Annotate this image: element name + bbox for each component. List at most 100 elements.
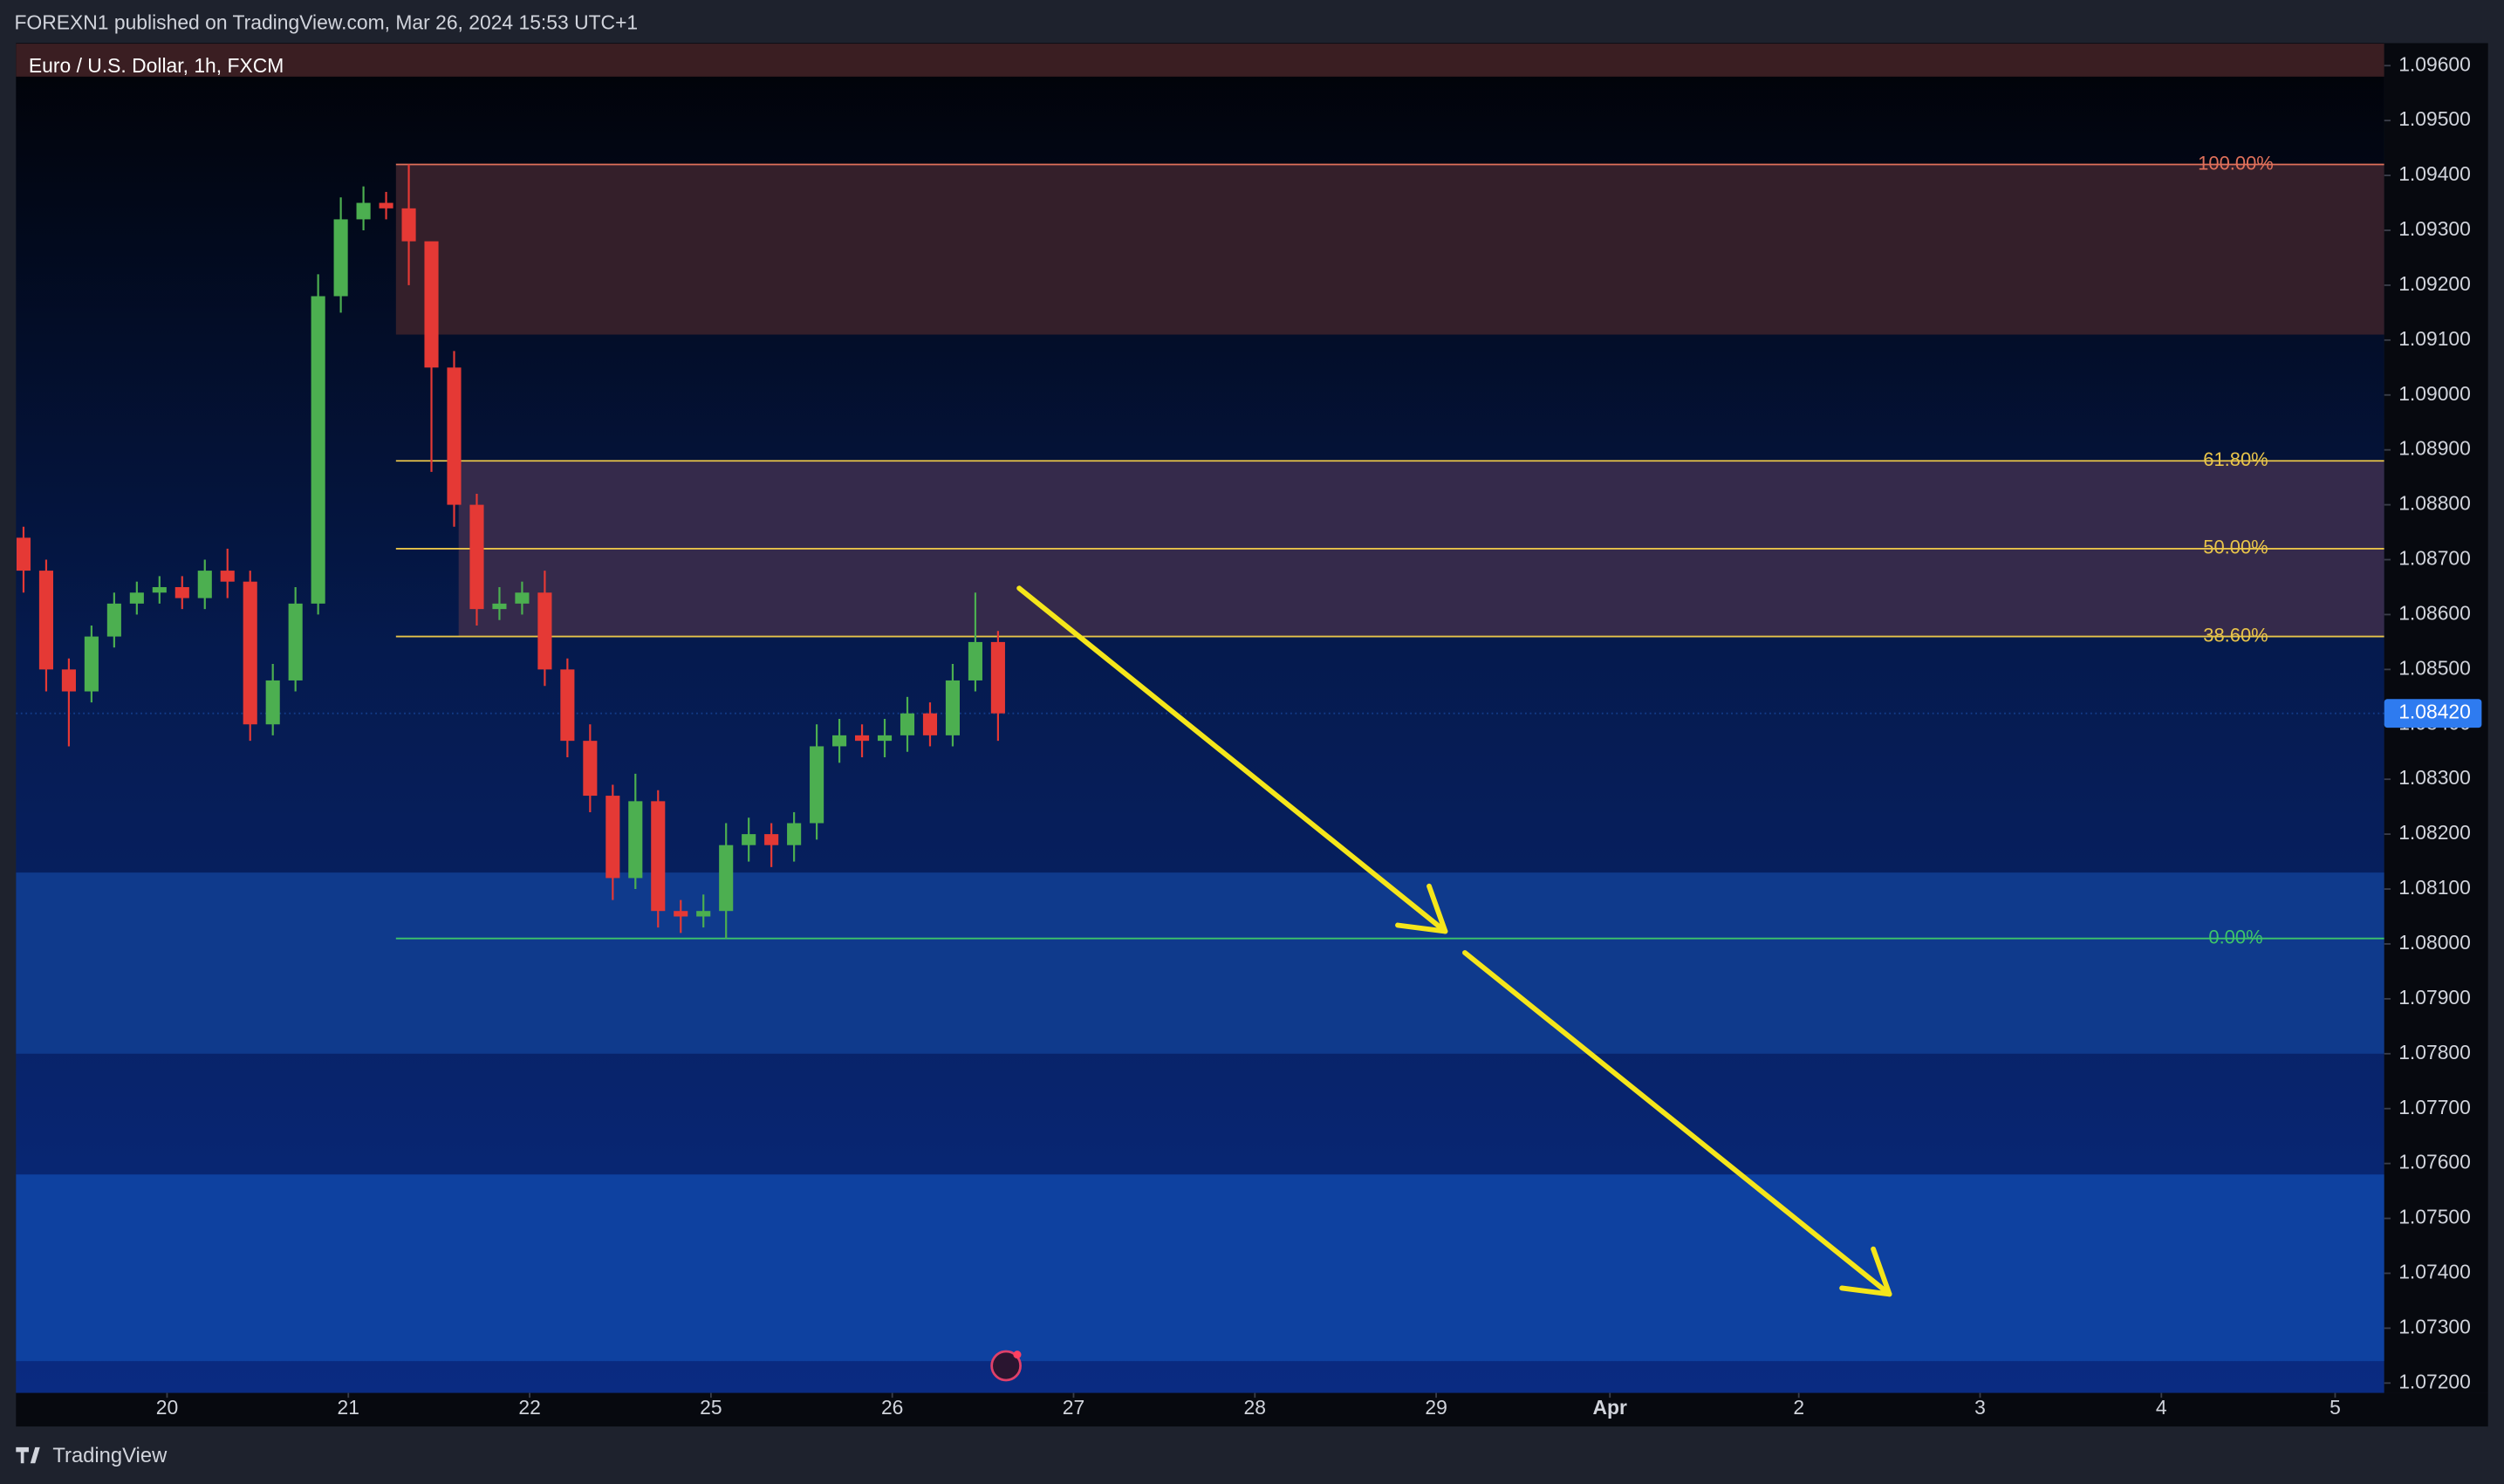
candle-body (379, 202, 393, 209)
footer-logo (16, 1446, 40, 1464)
zone (16, 1174, 2384, 1362)
candle-body (810, 746, 824, 824)
candle-body (674, 911, 688, 917)
y-tick-label: 1.08100 (2398, 876, 2471, 899)
candle-body (719, 845, 734, 912)
chart-title: Euro / U.S. Dollar, 1h, FXCM (29, 54, 284, 77)
fib-label: 38.60% (2203, 624, 2268, 646)
x-tick-label: 22 (518, 1396, 540, 1419)
candle-body (651, 801, 666, 912)
fib-label: 50.00% (2203, 537, 2268, 558)
candle-body (16, 537, 31, 571)
plot: 100.00% 61.80% 50.00% 38.60% 0.00% (16, 44, 2384, 1362)
candle-body (243, 581, 257, 725)
alert-circle (990, 1350, 1022, 1382)
arrow-shaft (1462, 950, 1892, 1297)
candle-body (990, 641, 1005, 714)
y-tick-label: 1.07800 (2398, 1041, 2471, 1063)
y-tick-label: 1.07400 (2398, 1261, 2471, 1283)
x-tick-label: 28 (1244, 1396, 1266, 1419)
candle-body (832, 735, 847, 747)
x-tick-label: 4 (2156, 1396, 2167, 1419)
zone (16, 872, 2384, 1054)
y-tick-label: 1.09400 (2398, 162, 2471, 185)
arrow-shaft (1016, 585, 1448, 934)
candle-body (922, 713, 938, 735)
fib-label: 61.80% (2203, 448, 2268, 470)
candle-body (787, 823, 802, 845)
axes: 1.09600 1.09500 1.09400 1.09300 1.09200 1.091… (156, 52, 2482, 1419)
candle-body (900, 713, 915, 735)
alert-icon (990, 1350, 1022, 1382)
x-tick-label: 5 (2330, 1396, 2341, 1419)
candle-body (61, 669, 76, 692)
y-tick-label: 1.08800 (2398, 492, 2471, 515)
y-tick-label: 1.08500 (2398, 656, 2471, 679)
fib-label: 100.00% (2198, 152, 2274, 174)
header-text: FOREXN1 published on TradingView.com, Ma… (14, 11, 638, 34)
arrow-head (1395, 883, 1448, 934)
fib-label: 0.00% (2208, 926, 2262, 947)
y-tick-label: 1.07300 (2398, 1315, 2471, 1337)
arrow-head (1839, 1246, 1892, 1297)
x-tick-label: 3 (1974, 1396, 1986, 1419)
candle-body (197, 571, 212, 598)
y-tick-label: 1.09100 (2398, 327, 2471, 350)
y-tick-label: 1.09500 (2398, 107, 2471, 130)
candle-body (537, 592, 552, 670)
footer-brand: TradingView (52, 1444, 168, 1467)
logo-mark (16, 1446, 40, 1464)
candle-body (265, 680, 280, 725)
candle-body (469, 504, 484, 610)
candle-body (854, 735, 870, 742)
candle-body (129, 592, 144, 604)
y-tick-label: 1.07600 (2398, 1151, 2471, 1173)
y-tick-label: 1.09200 (2398, 272, 2471, 295)
candle-body (106, 603, 121, 637)
candle-body (220, 571, 235, 582)
candle-body (401, 208, 416, 242)
x-tick-label: 2 (1793, 1396, 1804, 1419)
x-tick-label: 26 (881, 1396, 903, 1419)
candle-body (492, 603, 507, 610)
candle-body (38, 571, 53, 670)
zone (395, 164, 2384, 335)
y-tick-label: 1.08000 (2398, 931, 2471, 954)
y-tick-label: 1.08900 (2398, 437, 2471, 460)
candle-body (152, 586, 167, 593)
y-tick-label: 1.09600 (2398, 52, 2471, 75)
x-tick-label: 25 (700, 1396, 722, 1419)
y-tick-label: 1.09300 (2398, 217, 2471, 240)
candle-body (356, 202, 371, 220)
alert-dot (1013, 1351, 1022, 1359)
candle-body (583, 741, 598, 797)
last-price-badge (2384, 699, 2482, 728)
candle-body (628, 801, 643, 879)
candle-body (447, 367, 462, 505)
x-tick-label: 21 (338, 1396, 359, 1419)
y-tick-label: 1.07200 (2398, 1370, 2471, 1392)
x-tick-label: Apr (1593, 1396, 1627, 1419)
candle-body (174, 586, 189, 598)
x-tick-label: 27 (1063, 1396, 1084, 1419)
candle-body (877, 735, 893, 742)
candle-body (424, 241, 439, 368)
candle-body (333, 219, 348, 297)
zone (16, 44, 2384, 77)
x-tick-label: 20 (156, 1396, 178, 1419)
candle-body (84, 636, 99, 692)
candle-body (945, 680, 961, 735)
candle-body (560, 669, 575, 742)
y-tick-label: 1.08600 (2398, 601, 2471, 624)
y-tick-label: 1.07700 (2398, 1096, 2471, 1118)
candle-body (311, 296, 325, 604)
candle-body (742, 834, 756, 845)
y-tick-label: 1.07500 (2398, 1206, 2471, 1228)
candle-body (696, 911, 711, 917)
y-tick-label: 1.08200 (2398, 821, 2471, 844)
y-tick-label: 1.08700 (2398, 547, 2471, 570)
y-tick-label: 1.07900 (2398, 986, 2471, 1009)
last-price-label: 1.08420 (2398, 701, 2471, 723)
y-tick-label: 1.09000 (2398, 382, 2471, 405)
